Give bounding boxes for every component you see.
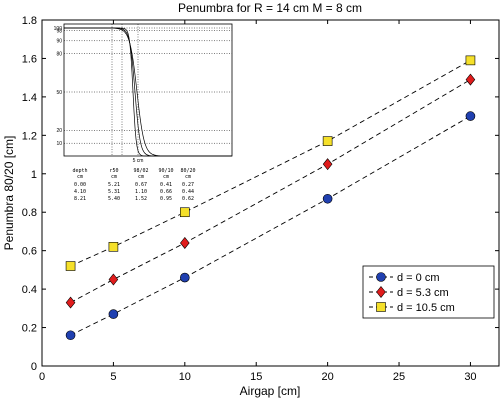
y-tick-label: 1.2 [22, 130, 37, 142]
data-series [65, 55, 476, 341]
inset-table-cell: 0.41 [160, 182, 172, 188]
inset-table-header: depth [72, 168, 87, 174]
inset-tick-label: 10 [56, 141, 62, 147]
data-point [108, 309, 119, 319]
y-tick-label: 1.8 [22, 15, 37, 27]
inset-table-cell: 1.10 [135, 189, 147, 195]
inset-profile-curve [64, 27, 232, 157]
inset-table-cell: 1.52 [135, 196, 147, 202]
x-tick-label: 5 [110, 371, 116, 383]
inset-table-cell: 0.00 [74, 182, 86, 188]
inset-tick-label: 50 [56, 90, 62, 96]
inset-table-cell: 0.67 [135, 182, 147, 188]
y-tick-label: 0.8 [22, 207, 37, 219]
legend-label: d = 0 cm [397, 272, 440, 284]
data-point [465, 111, 476, 121]
y-tick-label: 1.6 [22, 53, 37, 65]
inset-table-header: cm [163, 174, 169, 180]
inset-x-label: 5 cm [133, 158, 144, 164]
data-point [180, 272, 190, 283]
data-point [65, 330, 76, 341]
inset-table-cell: 0.95 [160, 196, 172, 202]
inset-table-header: cm [185, 174, 191, 180]
inset-table-header: 90/10 [158, 168, 173, 174]
inset-tick-label: 80 [56, 51, 62, 57]
inset-table-header: r50 [109, 168, 118, 174]
data-point [65, 261, 76, 271]
inset-table-cell: 0.44 [182, 189, 194, 195]
x-tick-label: 20 [322, 371, 334, 383]
data-point [65, 296, 76, 309]
data-point [322, 136, 333, 146]
inset-frame [63, 23, 233, 157]
inset-table-cell: 5.21 [108, 182, 120, 188]
inset-table-cell: 0.27 [182, 182, 194, 188]
data-point [108, 242, 119, 252]
x-tick-label: 15 [250, 371, 262, 383]
data-point [180, 207, 190, 218]
inset-table-cell: 5.40 [108, 196, 120, 202]
legend-marker [376, 302, 386, 312]
data-point [465, 73, 476, 86]
data-point [108, 273, 119, 286]
data-point [322, 158, 333, 171]
inset-table-cell: 8.21 [74, 196, 86, 202]
y-tick-label: 1 [31, 169, 37, 181]
x-tick-label: 0 [39, 371, 45, 383]
x-tick-label: 30 [464, 371, 476, 383]
legend-marker [376, 286, 386, 298]
inset-tick-label: 20 [56, 128, 62, 134]
y-axis-title: Penumbra 80/20 [cm] [2, 136, 16, 251]
inset-table-header: 98/02 [133, 168, 148, 174]
data-point [180, 236, 190, 249]
x-axis-title: Airgap [cm] [240, 384, 301, 398]
inset-table-header: cm [111, 174, 117, 180]
data-point [465, 55, 476, 66]
inset-table-cell: 0.62 [182, 196, 194, 202]
inset-tick-label: 100 [54, 26, 63, 32]
inset-table-cell: 0.66 [160, 189, 172, 195]
inset-table-cell: 5.31 [108, 189, 120, 195]
inset-tick-label: 90 [56, 39, 62, 45]
axis-ticks: 0 5 10 15 20 25 30 0 0.2 0.4 0.6 0.8 1 1.2 1.4 1.6 1.8 [22, 15, 499, 383]
inset-table-header: cm [138, 174, 144, 180]
legend-marker [376, 272, 386, 282]
y-tick-label: 0.6 [22, 246, 37, 258]
data-point [322, 193, 333, 204]
chart-title: Penumbra for R = 14 cm M = 8 cm [178, 1, 362, 15]
legend: d = 0 cm d = 5.3 cm d = 10.5 cm [362, 265, 495, 319]
legend-label: d = 5.3 cm [397, 287, 449, 299]
legend-label: d = 10.5 cm [397, 302, 455, 314]
y-tick-label: 0 [31, 361, 37, 373]
y-tick-label: 1.4 [22, 92, 37, 104]
inset-tick-label: 98 [56, 28, 62, 34]
inset-table-header: cm [77, 174, 83, 180]
x-tick-label: 25 [393, 371, 405, 383]
y-tick-label: 0.4 [22, 284, 37, 296]
series-line [70, 59, 471, 267]
x-tick-label: 10 [179, 371, 191, 383]
inset-table-cell: 4.10 [74, 189, 86, 195]
y-tick-label: 0.2 [22, 323, 37, 335]
inset-table-header: 80/20 [180, 168, 195, 174]
